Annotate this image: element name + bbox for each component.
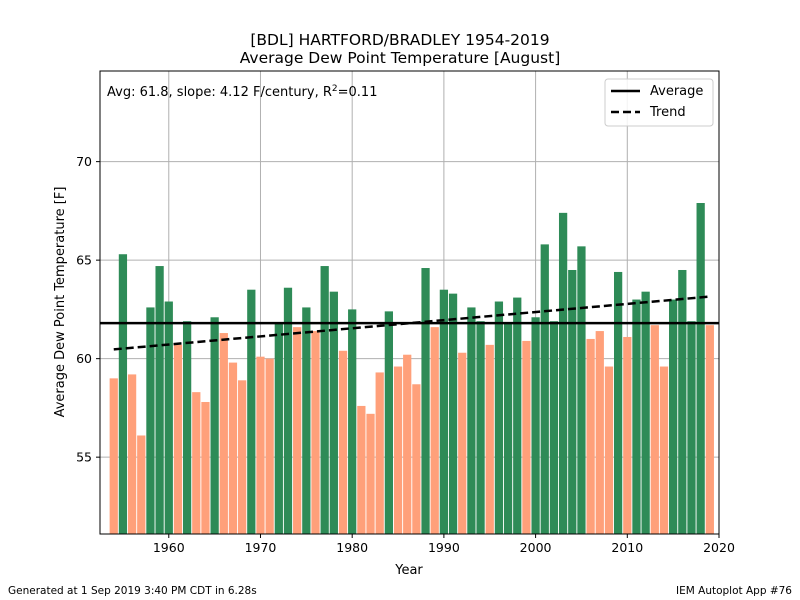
bar-1988 [421, 268, 430, 534]
bar-1959 [155, 266, 164, 534]
bar-1955 [118, 254, 128, 534]
bar-2006 [586, 338, 595, 534]
y-tick-label-70: 70 [76, 154, 92, 169]
bar-2014 [659, 366, 669, 534]
bar-1972 [274, 323, 283, 534]
y-axis: 55 60 65 70 [76, 154, 100, 465]
legend-average-label: Average [650, 84, 703, 99]
y-tick-label-55: 55 [76, 450, 92, 465]
bar-1963 [192, 392, 201, 534]
bar-1981 [357, 405, 366, 534]
bar-1973 [283, 287, 293, 534]
bar-2013 [650, 325, 659, 534]
bar-1996 [494, 301, 504, 534]
bar-2009 [613, 271, 623, 534]
bar-1982 [366, 413, 375, 534]
bar-1986 [403, 354, 412, 534]
bar-1969 [247, 289, 256, 534]
bar-2016 [678, 269, 687, 534]
legend-trend-label: Trend [649, 105, 686, 120]
bar-1956 [127, 374, 137, 534]
bar-2004 [568, 269, 577, 534]
bar-2010 [623, 336, 632, 534]
bars [109, 203, 714, 534]
bar-1983 [375, 372, 384, 534]
bar-1980 [348, 309, 357, 534]
bar-2018 [696, 203, 705, 534]
footer-app: IEM Autoplot App #76 [676, 585, 792, 597]
bar-1975 [302, 307, 311, 534]
bar-1977 [320, 266, 329, 534]
bar-1958 [146, 307, 155, 534]
y-tick-label-60: 60 [76, 351, 92, 366]
bar-1997 [503, 323, 513, 534]
stats-annotation: Avg: 61.8, slope: 4.12 F/century, R2=0.1… [107, 84, 377, 100]
plot-frame [99, 70, 720, 535]
bar-1960 [164, 301, 173, 534]
bar-1984 [384, 311, 393, 534]
bar-2015 [669, 299, 678, 534]
x-tick-label-2010: 2010 [611, 540, 643, 555]
x-axis-label: Year [394, 563, 423, 578]
bar-1968 [238, 380, 247, 534]
y-tick-label-65: 65 [76, 253, 92, 268]
bar-1970 [256, 356, 265, 534]
bar-1985 [393, 366, 403, 534]
bar-1995 [485, 344, 494, 534]
bar-1993 [467, 307, 476, 534]
bar-1994 [476, 321, 485, 534]
bar-1998 [513, 297, 522, 534]
bar-1990 [439, 289, 449, 534]
bar-1991 [448, 293, 458, 534]
bar-1979 [338, 350, 348, 534]
bar-2011 [632, 299, 641, 534]
bar-1974 [293, 327, 302, 534]
x-axis: 1960 1970 1980 1990 2000 2010 2020 [153, 534, 735, 555]
bar-1978 [329, 291, 338, 534]
bar-1957 [137, 435, 146, 534]
x-tick-label-1990: 1990 [428, 540, 460, 555]
bar-2012 [641, 291, 650, 534]
x-tick-label-2020: 2020 [703, 540, 735, 555]
x-tick-label-1980: 1980 [336, 540, 368, 555]
bar-1971 [265, 358, 274, 534]
bar-1976 [311, 331, 320, 534]
bar-1992 [458, 352, 467, 534]
bar-2000 [531, 317, 540, 534]
bar-2007 [595, 331, 604, 534]
bar-2017 [687, 321, 696, 534]
y-axis-label: Average Dew Point Temperature [F] [53, 187, 68, 418]
bar-1999 [522, 340, 531, 534]
bar-2008 [604, 366, 614, 534]
x-tick-label-1970: 1970 [245, 540, 277, 555]
bar-1989 [430, 327, 439, 534]
bar-1964 [201, 401, 210, 534]
bar-2005 [577, 246, 586, 534]
trend-line [113, 295, 710, 351]
bar-1961 [173, 344, 183, 534]
chart-title: [BDL] HARTFORD/BRADLEY 1954-2019 [250, 31, 550, 49]
bar-2019 [705, 325, 714, 534]
bar-2001 [540, 244, 549, 534]
legend: Average Trend [604, 78, 714, 127]
bar-1987 [412, 384, 421, 534]
bar-1966 [219, 333, 228, 534]
footer-generated: Generated at 1 Sep 2019 3:40 PM CDT in 6… [8, 585, 257, 597]
bar-2003 [558, 212, 568, 534]
bar-1962 [182, 321, 192, 534]
bar-1967 [228, 362, 238, 534]
x-tick-label-2000: 2000 [520, 540, 552, 555]
x-tick-label-1960: 1960 [153, 540, 185, 555]
bar-2002 [549, 321, 559, 534]
bar-1954 [109, 378, 118, 534]
chart-subtitle: Average Dew Point Temperature [August] [239, 49, 561, 67]
bar-1965 [210, 317, 219, 534]
